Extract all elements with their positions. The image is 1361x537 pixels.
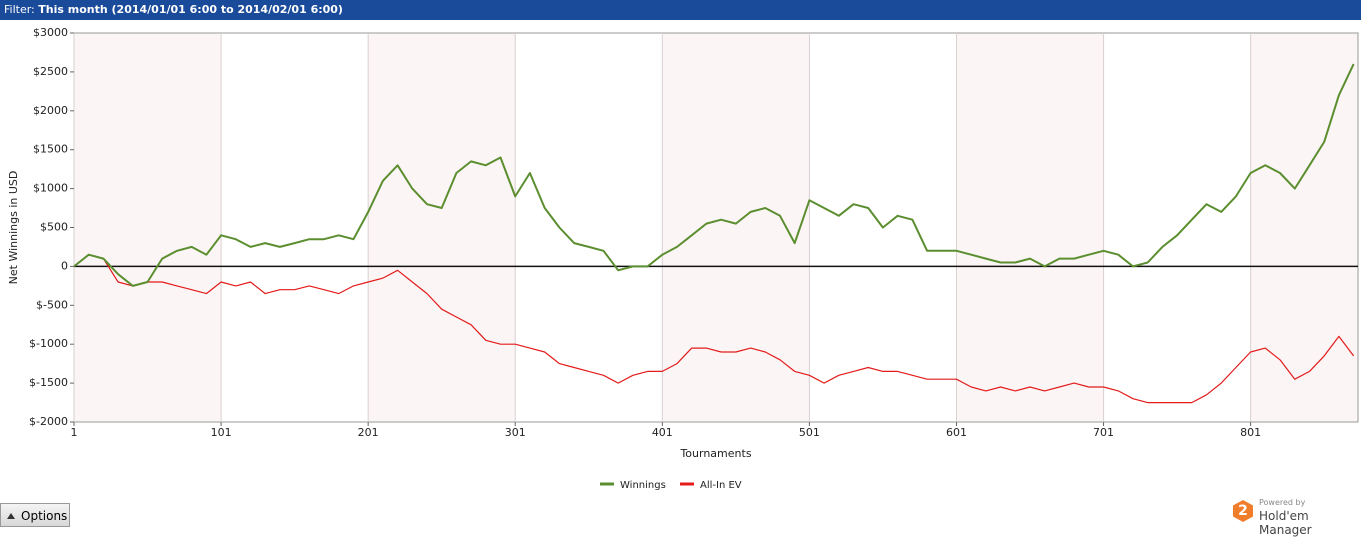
x-tick-label: 101: [211, 426, 232, 439]
legend-label: All-In EV: [700, 480, 742, 491]
x-tick-label: 501: [799, 426, 820, 439]
y-tick-label: $3000: [33, 26, 68, 39]
y-tick-label: $-2000: [29, 415, 68, 428]
y-tick-label: $1000: [33, 182, 68, 195]
logo: 2 Powered by Hold'em Manager: [1233, 498, 1361, 537]
y-axis-label: Net Winnings in USD: [7, 171, 20, 285]
logo-icon: 2: [1233, 500, 1253, 522]
y-tick-label: $2500: [33, 65, 68, 78]
options-label: Options: [21, 509, 68, 523]
x-tick-label: 401: [652, 426, 673, 439]
y-tick-label: $-1500: [29, 376, 68, 389]
brand-name: Hold'em Manager: [1259, 509, 1312, 537]
options-button[interactable]: Options: [0, 503, 70, 527]
series-line: [73, 63, 1355, 287]
y-tick-label: 0: [61, 259, 68, 272]
plot-frame: [73, 32, 1359, 423]
x-tick-label: 601: [946, 426, 967, 439]
x-tick-label: 301: [505, 426, 526, 439]
filter-bar: Filter: This month (2014/01/01 6:00 to 2…: [0, 0, 1361, 20]
y-tick-label: $-1000: [29, 337, 68, 350]
legend-label: Winnings: [620, 480, 666, 491]
powered-by: Powered by: [1259, 498, 1306, 507]
filter-label: Filter:: [4, 3, 35, 16]
band: [956, 33, 1104, 422]
band: [74, 33, 222, 422]
x-tick-label: 1: [71, 426, 78, 439]
x-axis-label: Tournaments: [679, 447, 751, 460]
y-tick-label: $2000: [33, 104, 68, 117]
series-line: [73, 254, 1355, 404]
x-tick-label: 201: [358, 426, 379, 439]
y-tick-label: $1500: [33, 143, 68, 156]
x-tick-label: 801: [1240, 426, 1261, 439]
band: [662, 33, 810, 422]
y-tick-label: $500: [40, 221, 68, 234]
filter-text: This month (2014/01/01 6:00 to 2014/02/0…: [38, 3, 343, 16]
band: [1250, 33, 1358, 422]
x-tick-label: 701: [1093, 426, 1114, 439]
y-tick-label: $-500: [36, 298, 68, 311]
band: [368, 33, 516, 422]
